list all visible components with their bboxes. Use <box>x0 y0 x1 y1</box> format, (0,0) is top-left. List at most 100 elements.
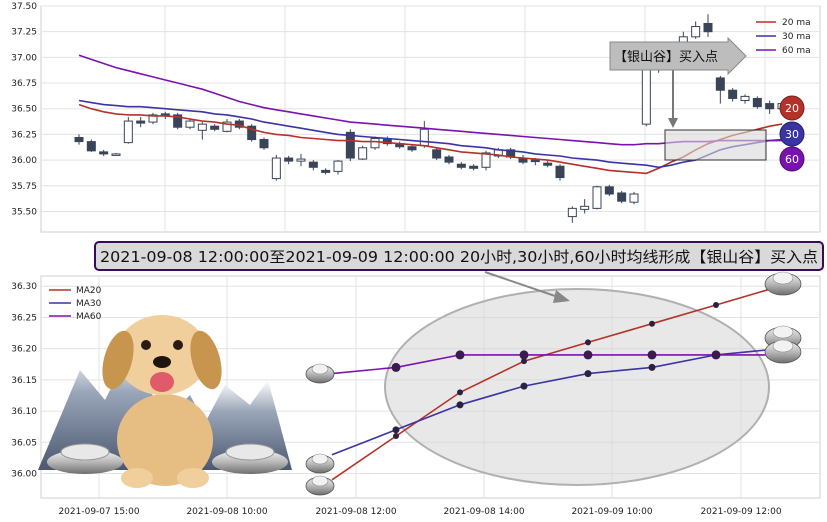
candles <box>74 14 787 223</box>
bottom-ma60-point <box>583 350 593 360</box>
legend-label-20ma: 20 ma <box>782 18 811 28</box>
candle <box>617 190 627 204</box>
bottom-ma20-point <box>713 301 719 308</box>
candle-body <box>284 157 294 162</box>
banner-arrow-shaft <box>484 271 559 298</box>
candle-body <box>99 151 109 155</box>
candle-body <box>123 120 133 144</box>
bottom-x-ticks: 2021-09-07 15:00 2021-09-08 10:00 2021-09-… <box>58 507 781 517</box>
candle-body <box>271 157 281 180</box>
candle-body <box>222 121 232 132</box>
silver-ingot-top-icon <box>60 443 110 461</box>
top-y-tick-label: 37.50 <box>11 2 37 12</box>
candle-body <box>333 160 343 172</box>
bottom-ma60-point <box>455 350 465 360</box>
highlight-box <box>664 129 767 161</box>
bottom-y-tick-label: 36.00 <box>11 470 37 480</box>
signal-banner: 2021-09-08 12:00:00至2021-09-09 12:00:00 … <box>94 241 824 303</box>
candle <box>111 152 121 156</box>
silver-bowl-icon <box>305 475 335 496</box>
bottom-ma30-point <box>456 401 464 409</box>
candle-body <box>74 136 84 143</box>
candle-body <box>691 26 701 38</box>
dog-eye-icon <box>141 340 151 350</box>
candle <box>210 124 220 132</box>
silver-ingots-illustration <box>47 443 288 474</box>
candle-body <box>136 120 146 124</box>
silver-bowl-icon <box>764 271 802 296</box>
candle-body <box>247 125 257 141</box>
candle <box>752 96 762 109</box>
candle-body <box>432 149 442 159</box>
candle-body <box>530 159 540 163</box>
candle <box>247 124 257 142</box>
annotation-tag: 【银山谷】买入点 <box>609 36 747 76</box>
candle <box>555 164 565 181</box>
candle <box>604 184 614 197</box>
dog-paw-icon <box>177 468 209 488</box>
banner-box <box>94 241 824 271</box>
bottom-y-tick-label: 36.10 <box>11 407 37 417</box>
bottom-ma30-line <box>331 347 781 456</box>
silver-bowl-icon <box>764 339 802 364</box>
legend-label-60ma: 60 ma <box>782 46 811 56</box>
candle <box>321 168 331 175</box>
candle-body <box>740 95 750 102</box>
candle-body <box>86 141 96 152</box>
candle <box>173 112 183 130</box>
badge-20-label: 20 <box>785 102 799 115</box>
candle-body <box>173 114 183 128</box>
top-ma20-line <box>78 103 783 175</box>
candle <box>567 206 577 223</box>
candle-body <box>752 97 762 108</box>
candle <box>543 161 553 168</box>
bottom-x-tick-label: 2021-09-08 10:00 <box>186 507 267 517</box>
candle-body <box>469 165 479 169</box>
annotation-label: 【银山谷】买入点 <box>614 50 718 65</box>
candle-body <box>641 65 651 125</box>
candle <box>284 155 294 165</box>
dog-tongue-icon <box>150 372 174 392</box>
bottom-ma-lines <box>331 283 785 481</box>
top-y-tick-label: 37.00 <box>11 53 37 63</box>
top-panel: 37.50 37.25 37.00 36.75 36.50 36.25 36.00 35.75… <box>11 2 821 233</box>
candle <box>148 112 158 125</box>
bottom-ma60-point <box>519 350 529 360</box>
bottom-x-tick-label: 2021-09-09 10:00 <box>571 507 652 517</box>
candle-body <box>604 186 614 195</box>
candle-body <box>617 192 627 202</box>
silver-bowl-icon <box>305 453 335 474</box>
top-y-tick-label: 35.75 <box>11 182 37 192</box>
candle-body <box>592 186 602 209</box>
candle-body <box>345 131 355 159</box>
bottom-ma20-point <box>521 358 527 365</box>
legend-label-30ma: 30 ma <box>782 32 811 42</box>
silver-bowl-icon <box>305 363 335 384</box>
top-y-tick-label: 37.25 <box>11 28 37 38</box>
dog-paw-icon <box>121 468 153 488</box>
bottom-ma20-point <box>585 339 591 346</box>
candle <box>358 145 368 161</box>
candle <box>641 62 651 127</box>
dog-eye-icon <box>173 340 183 350</box>
bottom-ma30-point <box>648 363 656 371</box>
candle-body <box>148 114 158 123</box>
ma-badges: 20 30 60 <box>779 95 805 172</box>
top-y-tick-label: 36.50 <box>11 105 37 115</box>
candle-body <box>481 152 491 168</box>
badge-20 <box>779 95 805 121</box>
candle <box>185 119 195 130</box>
legend-label-ma30: MA30 <box>76 299 102 309</box>
bottom-y-tick-label: 36.15 <box>11 376 37 386</box>
candle <box>222 119 232 133</box>
bottom-x-tick-label: 2021-09-09 12:00 <box>700 507 781 517</box>
candle-body <box>210 125 220 130</box>
candle <box>345 129 355 162</box>
candle <box>259 137 269 150</box>
bottom-x-tick-label: 2021-09-07 15:00 <box>58 507 139 517</box>
bottom-legend: MA20 MA30 MA60 <box>49 286 102 322</box>
candle-body <box>259 139 269 149</box>
bottom-ma60-point <box>647 350 657 360</box>
bottom-y-ticks: 36.30 36.25 36.20 36.15 36.10 36.05 36.00 <box>11 282 37 479</box>
